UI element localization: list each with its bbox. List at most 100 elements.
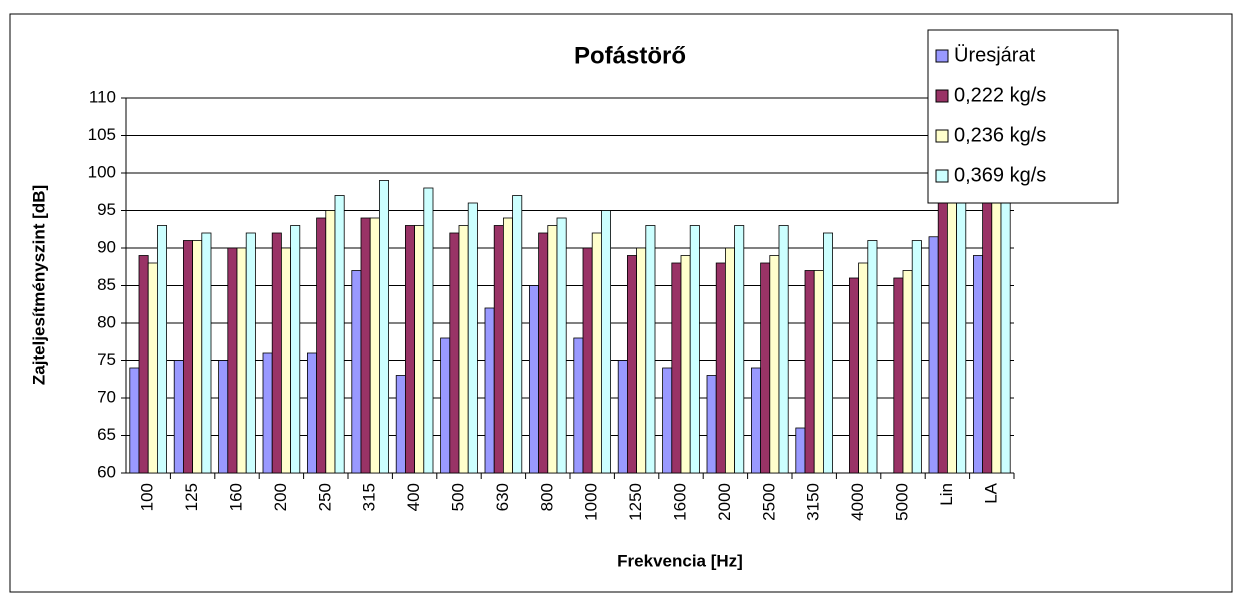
bar bbox=[280, 247, 291, 474]
x-tick-label: 3150 bbox=[804, 483, 823, 521]
bar bbox=[760, 262, 771, 474]
bar bbox=[867, 240, 878, 474]
bar bbox=[201, 232, 212, 474]
bar bbox=[360, 217, 371, 474]
bar bbox=[218, 360, 229, 474]
bar bbox=[813, 270, 824, 474]
bar bbox=[245, 232, 256, 474]
bar bbox=[414, 225, 425, 474]
x-tick-label: 4000 bbox=[848, 483, 867, 521]
bar bbox=[973, 255, 984, 474]
bar bbox=[404, 225, 415, 474]
bar bbox=[715, 262, 726, 474]
y-tick-label: 80 bbox=[97, 312, 116, 331]
bar bbox=[547, 225, 558, 474]
bar bbox=[334, 195, 345, 474]
x-tick-label: 800 bbox=[537, 483, 556, 511]
y-tick-label: 70 bbox=[97, 387, 116, 406]
bar bbox=[529, 285, 540, 474]
bar bbox=[778, 225, 789, 474]
bar bbox=[617, 360, 628, 474]
bar bbox=[911, 240, 922, 474]
bar bbox=[467, 202, 478, 474]
legend-label: 0,369 kg/s bbox=[954, 164, 1046, 186]
bar bbox=[982, 165, 993, 474]
bar bbox=[440, 337, 451, 474]
bar bbox=[173, 360, 184, 474]
bar bbox=[538, 232, 549, 474]
bar bbox=[395, 375, 406, 474]
y-tick-label: 100 bbox=[88, 162, 116, 181]
x-tick-label: 1000 bbox=[582, 483, 601, 521]
bar bbox=[156, 225, 167, 474]
bar bbox=[725, 247, 736, 474]
bar bbox=[893, 277, 904, 474]
y-tick-label: 95 bbox=[97, 200, 116, 219]
bar bbox=[662, 367, 673, 474]
x-tick-label: 1600 bbox=[670, 483, 689, 521]
bar bbox=[769, 255, 780, 474]
y-axis-label: Zajteljesítményszint [dB] bbox=[29, 185, 48, 385]
x-tick-label: LA bbox=[981, 482, 1000, 503]
y-tick-label: 90 bbox=[97, 237, 116, 256]
legend-swatch bbox=[935, 89, 949, 103]
legend-swatch bbox=[935, 49, 949, 63]
bar bbox=[573, 337, 584, 474]
bar bbox=[227, 247, 238, 474]
bar bbox=[458, 225, 469, 474]
bar bbox=[858, 262, 869, 474]
bar bbox=[804, 270, 815, 474]
bar bbox=[991, 157, 1002, 474]
bar bbox=[138, 255, 149, 474]
legend-swatch bbox=[935, 169, 949, 183]
bar bbox=[290, 225, 301, 474]
legend-box bbox=[927, 29, 1119, 204]
bar bbox=[147, 262, 158, 474]
legend-label: 0,222 kg/s bbox=[954, 84, 1046, 106]
x-tick-label: 2000 bbox=[715, 483, 734, 521]
bar bbox=[582, 247, 593, 474]
legend-label: Üresjárat bbox=[954, 44, 1036, 66]
chart-title: Pofástörő bbox=[574, 42, 686, 69]
bar bbox=[325, 210, 336, 474]
bar bbox=[902, 270, 913, 474]
bar bbox=[369, 217, 380, 474]
bar bbox=[849, 277, 860, 474]
x-tick-label: 500 bbox=[448, 483, 467, 511]
bar bbox=[689, 225, 700, 474]
bar bbox=[182, 240, 193, 474]
x-tick-label: 630 bbox=[493, 483, 512, 511]
x-axis-label: Frekvencia [Hz] bbox=[617, 551, 743, 570]
bar bbox=[129, 367, 140, 474]
y-tick-label: 85 bbox=[97, 275, 116, 294]
legend-label: 0,236 kg/s bbox=[954, 124, 1046, 146]
bar bbox=[484, 307, 495, 474]
bar bbox=[262, 352, 273, 474]
bar bbox=[512, 195, 523, 474]
x-tick-label: 315 bbox=[360, 483, 379, 511]
bar bbox=[271, 232, 282, 474]
x-tick-label: 400 bbox=[404, 483, 423, 511]
bar bbox=[671, 262, 682, 474]
x-tick-label: 1250 bbox=[626, 483, 645, 521]
y-tick-label: 60 bbox=[97, 462, 116, 481]
bar bbox=[192, 240, 203, 474]
y-tick-label: 65 bbox=[97, 425, 116, 444]
x-tick-label: 125 bbox=[182, 483, 201, 511]
bar bbox=[928, 236, 939, 474]
y-tick-label: 75 bbox=[97, 350, 116, 369]
bar bbox=[706, 375, 717, 474]
legend-swatch bbox=[935, 129, 949, 143]
bar bbox=[449, 232, 460, 474]
x-tick-label: 250 bbox=[315, 483, 334, 511]
bar bbox=[591, 232, 602, 474]
bar bbox=[601, 210, 612, 474]
bar bbox=[795, 427, 806, 474]
bar bbox=[751, 367, 762, 474]
bar bbox=[680, 255, 691, 474]
bar bbox=[306, 352, 317, 474]
bar bbox=[351, 270, 362, 474]
bar bbox=[316, 217, 327, 474]
x-tick-label: 100 bbox=[138, 483, 157, 511]
